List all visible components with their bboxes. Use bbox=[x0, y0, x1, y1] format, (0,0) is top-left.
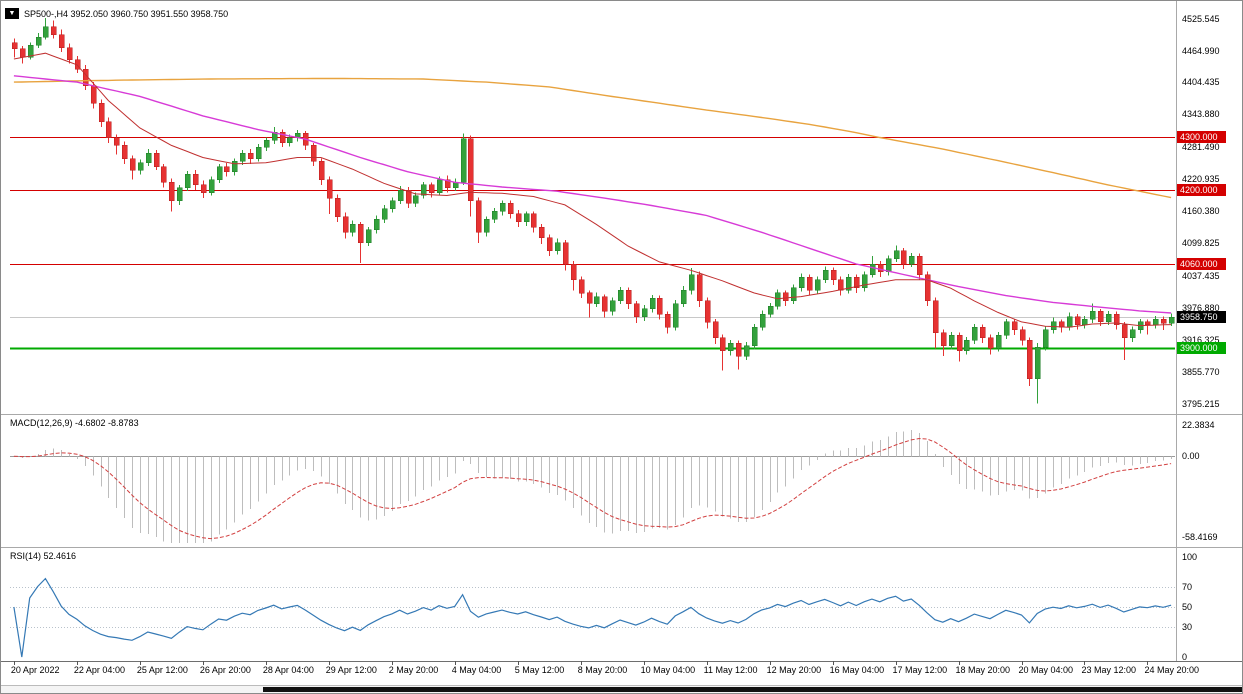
mid-ma-line bbox=[13, 75, 1172, 314]
macd-signal-line bbox=[13, 437, 1172, 540]
macd-indicator-label: MACD(12,26,9) -4.6802 -8.8783 bbox=[10, 418, 139, 428]
collapse-chart-icon[interactable]: ▼ bbox=[5, 8, 19, 19]
moving-averages-layer bbox=[13, 52, 1172, 328]
candles-layer bbox=[11, 17, 1175, 404]
horizontal-scrollbar[interactable] bbox=[1, 685, 1242, 693]
rsi-indicator-label: RSI(14) 52.4616 bbox=[10, 551, 77, 561]
symbol-ohlc-bar: ▼ SP500-,H4 3952.050 3960.750 3951.550 3… bbox=[5, 8, 228, 19]
rsi-line bbox=[13, 577, 1172, 658]
slow-ma-line bbox=[13, 77, 1172, 199]
panel-separators bbox=[1, 1, 1242, 665]
rsi-panel bbox=[10, 577, 1175, 658]
symbol-ohlc-text: SP500-,H4 3952.050 3960.750 3951.550 395… bbox=[24, 8, 229, 19]
hlines-layer bbox=[10, 137, 1175, 350]
scrollbar-thumb[interactable] bbox=[263, 687, 1242, 692]
fast-ma-line bbox=[13, 52, 1172, 328]
macd-panel bbox=[10, 430, 1175, 543]
